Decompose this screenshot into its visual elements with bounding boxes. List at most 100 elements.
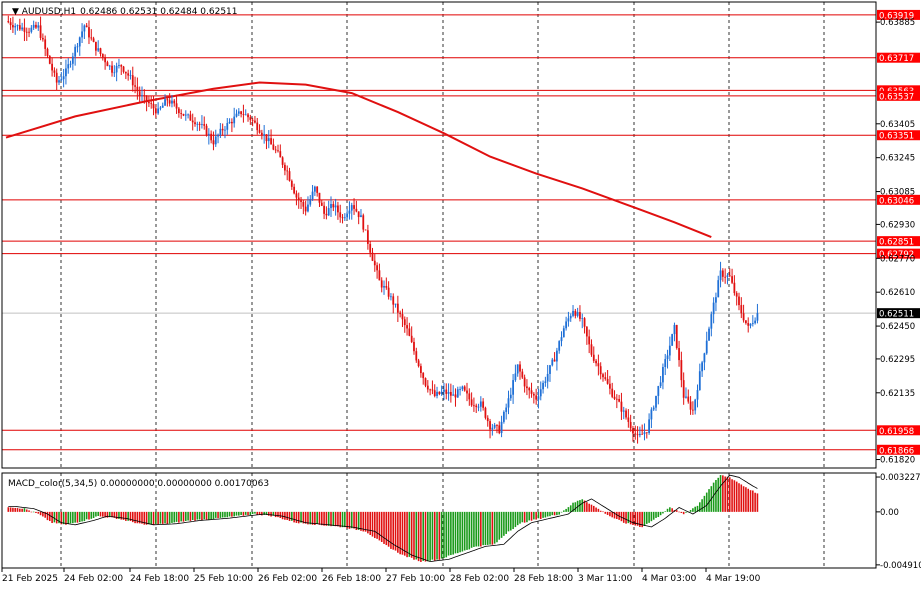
candle-body: [507, 398, 510, 408]
candle-body: [51, 63, 53, 71]
candle-body: [76, 46, 79, 48]
macd-histogram-bar: [539, 511, 542, 519]
macd-histogram-bar: [369, 511, 371, 535]
candle-body: [544, 381, 547, 383]
candle-body: [595, 360, 597, 364]
candle-body: [576, 312, 579, 316]
macd-histogram-bar: [28, 510, 30, 512]
price-axis-label: 0.61820: [880, 456, 915, 466]
moving-average-layer: [5, 81, 712, 239]
macd-histogram-bar: [708, 489, 710, 512]
macd-histogram-bar: [337, 511, 339, 527]
candle-body: [120, 64, 123, 67]
price-axis-label: 0.62135: [880, 389, 915, 399]
candle-body: [240, 111, 243, 115]
price-axis-label: 0.62930: [880, 220, 915, 230]
macd-histogram-bar: [678, 511, 680, 513]
macd-histogram-bar: [632, 511, 634, 525]
macd-histogram-bar: [438, 511, 441, 560]
candle-body: [74, 46, 77, 57]
candle-body: [535, 395, 538, 400]
level-price-tag: [877, 52, 920, 63]
candle-body: [655, 395, 657, 408]
candle-body: [244, 114, 247, 116]
macd-histogram-bar: [733, 480, 736, 512]
candle-body: [311, 191, 314, 200]
candle-body: [390, 296, 392, 298]
candle-body: [228, 121, 231, 124]
candle-body: [235, 113, 238, 117]
macd-histogram-bar: [636, 511, 639, 526]
symbol-menu-icon[interactable]: ▼: [12, 7, 22, 17]
macd-histogram-bar: [424, 511, 427, 562]
candle-body: [620, 401, 623, 412]
candle-body: [615, 398, 618, 400]
candle-body: [297, 197, 300, 201]
macd-histogram-bar: [503, 511, 505, 536]
macd-histogram-bar: [233, 511, 235, 517]
macd-histogram-bar: [625, 511, 627, 524]
candle-body: [671, 334, 674, 346]
macd-histogram-bar: [456, 511, 459, 554]
macd-histogram-bar: [436, 511, 438, 560]
macd-histogram-bar: [696, 505, 699, 512]
candle-body: [526, 386, 528, 389]
candle-body: [304, 206, 307, 212]
candle-body: [528, 388, 531, 391]
macd-histogram-bar: [97, 511, 99, 516]
candle-body: [143, 95, 146, 96]
candle-body: [491, 427, 494, 430]
candle-body: [703, 353, 706, 363]
candle-body: [369, 243, 372, 253]
candle-body: [463, 386, 466, 391]
macd-histogram-bar: [611, 511, 614, 518]
candle-body: [187, 114, 189, 116]
macd-histogram-bar: [350, 511, 353, 529]
macd-histogram-bar: [385, 511, 388, 546]
macd-histogram-bar: [526, 511, 528, 523]
candle-body: [590, 344, 593, 355]
candle-body: [44, 39, 47, 49]
macd-histogram-bar: [346, 511, 348, 529]
macd-pane-frame: [1, 472, 877, 569]
macd-histogram-bar: [85, 511, 88, 520]
candle-body: [443, 389, 445, 392]
candle-body: [307, 204, 309, 212]
level-price-tag: [877, 194, 920, 205]
candle-body: [489, 421, 491, 430]
candle-body: [233, 116, 236, 124]
candle-body: [539, 389, 542, 397]
candle-body: [260, 132, 263, 136]
candle-body: [166, 99, 169, 101]
candle-body: [754, 320, 757, 324]
macd-histogram-bar: [569, 505, 572, 512]
price-axis-label: 0.62295: [880, 355, 915, 365]
macd-histogram-bar: [134, 511, 136, 524]
candle-body: [399, 312, 402, 315]
candle-body: [108, 65, 111, 67]
level-price-tag: [877, 90, 920, 101]
candle-body: [267, 138, 270, 142]
macd-histogram-bar: [14, 507, 17, 512]
candle-body: [53, 70, 56, 73]
macd-histogram-bar: [374, 511, 376, 539]
candle-body: [168, 100, 171, 104]
macd-histogram-bar: [226, 511, 229, 518]
macd-histogram-bar: [657, 511, 660, 518]
macd-histogram-bar: [427, 511, 429, 562]
candle-body: [286, 170, 289, 172]
macd-histogram-bar: [341, 511, 344, 528]
candle-body: [426, 385, 429, 390]
moving-average-line: [5, 81, 712, 239]
macd-histogram-bar: [542, 511, 544, 518]
candle-body: [67, 64, 70, 69]
candle-body: [585, 326, 588, 337]
macd-histogram-bar: [523, 511, 526, 523]
candle-body: [219, 128, 222, 135]
candle-body: [454, 394, 457, 398]
macd-histogram-bar: [742, 486, 745, 512]
level-price-label: 0.63717: [879, 54, 914, 64]
macd-histogram-bar: [115, 511, 118, 519]
price-axis-label: 0.63245: [880, 154, 915, 164]
macd-histogram-bar: [362, 511, 365, 532]
